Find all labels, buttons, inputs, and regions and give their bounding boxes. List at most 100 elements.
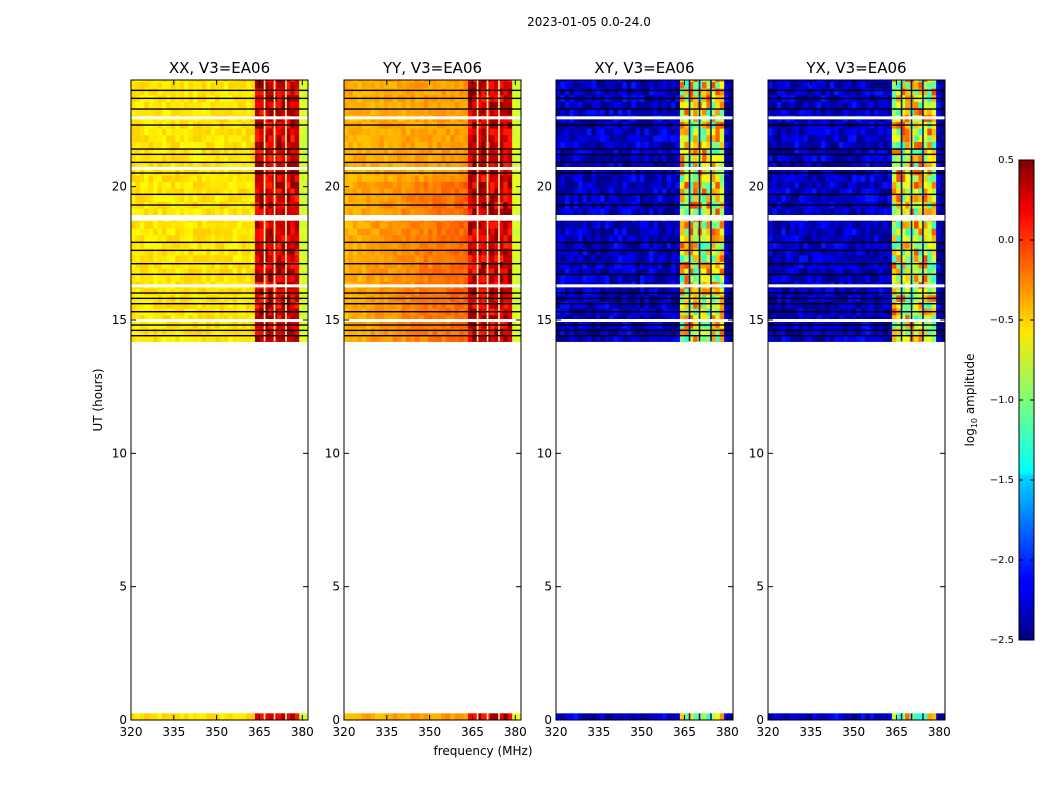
heatmap-cell bbox=[161, 161, 167, 169]
heatmap-cell bbox=[591, 134, 597, 142]
heatmap-cell bbox=[170, 194, 176, 202]
heatmap-cell bbox=[653, 234, 659, 242]
heatmap-cell bbox=[170, 334, 176, 342]
heatmap-cell bbox=[366, 168, 372, 176]
heatmap-cell bbox=[201, 161, 207, 169]
heatmap-cell bbox=[201, 174, 207, 182]
heatmap-cell bbox=[472, 88, 478, 96]
heatmap-cell bbox=[206, 194, 212, 202]
heatmap-cell bbox=[379, 314, 385, 322]
heatmap-cell bbox=[604, 713, 610, 720]
heatmap-cell bbox=[724, 108, 730, 116]
heatmap-cell bbox=[414, 101, 420, 109]
heatmap-cell bbox=[688, 334, 694, 342]
heatmap-cell bbox=[556, 88, 562, 96]
heatmap-cell bbox=[578, 268, 584, 276]
heatmap-cell bbox=[285, 141, 291, 149]
heatmap-cell bbox=[609, 101, 615, 109]
heatmap-cell bbox=[653, 274, 659, 282]
heatmap-cell bbox=[299, 128, 305, 136]
heatmap-cell bbox=[653, 141, 659, 149]
heatmap-cell bbox=[507, 328, 513, 336]
heatmap-cell bbox=[188, 288, 194, 296]
heatmap-cell bbox=[635, 101, 641, 109]
heatmap-cell bbox=[662, 154, 668, 162]
heatmap-cell bbox=[263, 128, 269, 136]
heatmap-cell bbox=[294, 314, 300, 322]
heatmap-cell bbox=[582, 254, 588, 262]
heatmap-cell bbox=[277, 314, 283, 322]
heatmap-cell bbox=[503, 274, 509, 282]
heatmap-cell bbox=[285, 221, 291, 229]
heatmap-cell bbox=[617, 81, 623, 89]
heatmap-cell bbox=[219, 128, 225, 136]
heatmap-cell bbox=[702, 713, 708, 720]
panel-heatmap bbox=[556, 80, 733, 720]
heatmap-cell bbox=[671, 328, 677, 336]
heatmap-cell bbox=[706, 128, 712, 136]
heatmap-cell bbox=[281, 713, 287, 720]
heatmap-cell bbox=[290, 148, 296, 156]
heatmap-cell bbox=[653, 188, 659, 196]
heatmap-cell bbox=[428, 154, 434, 162]
heatmap-cell bbox=[706, 268, 712, 276]
heatmap-cell bbox=[441, 274, 447, 282]
heatmap-cell bbox=[586, 301, 592, 309]
heatmap-cell bbox=[290, 81, 296, 89]
heatmap-cell bbox=[259, 241, 265, 249]
heatmap-cell bbox=[374, 194, 380, 202]
heatmap-cell bbox=[241, 221, 247, 229]
heatmap-cell bbox=[188, 154, 194, 162]
heatmap-cell bbox=[445, 268, 451, 276]
heatmap-cell bbox=[175, 268, 181, 276]
heatmap-cell bbox=[648, 154, 654, 162]
heatmap-cell bbox=[675, 154, 681, 162]
heatmap-cell bbox=[569, 188, 575, 196]
heatmap-cell bbox=[476, 194, 482, 202]
heatmap-cell bbox=[192, 81, 198, 89]
heatmap-cell bbox=[405, 194, 411, 202]
heatmap-cell bbox=[410, 234, 416, 242]
heatmap-cell bbox=[432, 81, 438, 89]
heatmap-cell bbox=[232, 268, 238, 276]
heatmap-cell bbox=[232, 314, 238, 322]
heatmap-cell bbox=[600, 181, 606, 189]
heatmap-cell bbox=[640, 334, 646, 342]
heatmap-cell bbox=[494, 128, 500, 136]
heatmap-cell bbox=[419, 208, 425, 216]
heatmap-cell bbox=[640, 88, 646, 96]
flagged-row bbox=[131, 204, 308, 206]
heatmap-cell bbox=[436, 81, 442, 89]
heatmap-cell bbox=[374, 161, 380, 169]
heatmap-cell bbox=[675, 301, 681, 309]
heatmap-cell bbox=[175, 328, 181, 336]
heatmap-cell bbox=[246, 234, 252, 242]
heatmap-cell bbox=[401, 108, 407, 116]
heatmap-cell bbox=[170, 248, 176, 256]
heatmap-cell bbox=[153, 228, 159, 236]
heatmap-cell bbox=[459, 80, 465, 82]
heatmap-cell bbox=[710, 168, 716, 176]
heatmap-cell bbox=[715, 181, 721, 189]
heatmap-cell bbox=[232, 108, 238, 116]
heatmap-cell bbox=[582, 208, 588, 216]
heatmap-cell bbox=[175, 234, 181, 242]
heatmap-cell bbox=[232, 288, 238, 296]
heatmap-cell bbox=[640, 108, 646, 116]
heatmap-cell bbox=[188, 268, 194, 276]
heatmap-cell bbox=[206, 254, 212, 262]
heatmap-cell bbox=[405, 128, 411, 136]
heatmap-cell bbox=[410, 141, 416, 149]
heatmap-cell bbox=[560, 148, 566, 156]
heatmap-cell bbox=[432, 101, 438, 109]
heatmap-cell bbox=[414, 188, 420, 196]
heatmap-cell bbox=[463, 248, 469, 256]
heatmap-cell bbox=[635, 154, 641, 162]
heatmap-cell bbox=[702, 221, 708, 229]
heatmap-cell bbox=[586, 181, 592, 189]
heatmap-cell bbox=[405, 254, 411, 262]
heatmap-cell bbox=[175, 241, 181, 249]
heatmap-cell bbox=[503, 334, 509, 342]
heatmap-cell bbox=[472, 241, 478, 249]
